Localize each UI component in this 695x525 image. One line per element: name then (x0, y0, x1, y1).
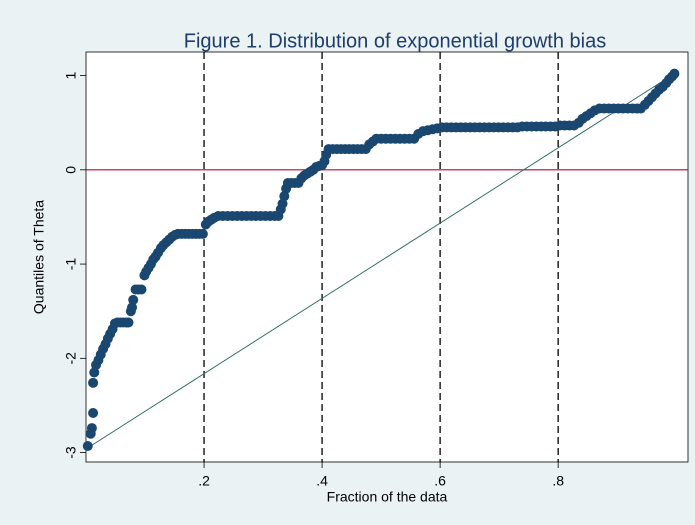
y-tick-label: -1 (63, 258, 79, 271)
data-point (128, 294, 139, 305)
y-tick-label: 1 (63, 71, 79, 79)
data-point (86, 423, 97, 434)
reference-line (87, 73, 675, 449)
data-point (127, 302, 138, 313)
data-point (669, 68, 680, 79)
x-tick-label: .6 (434, 473, 446, 489)
data-point (277, 198, 288, 209)
y-tick-label: -2 (63, 352, 79, 365)
data-point (88, 377, 99, 388)
data-point (197, 228, 208, 239)
data-point (123, 317, 134, 328)
data-point (89, 367, 100, 378)
x-tick-label: .2 (198, 473, 210, 489)
data-point (82, 440, 93, 451)
data-point (88, 407, 99, 418)
x-tick-label: .4 (316, 473, 328, 489)
data-point (136, 284, 147, 295)
chart-title: Figure 1. Distribution of exponential gr… (184, 30, 606, 52)
x-axis-title: Fraction of the data (327, 489, 448, 505)
y-tick-label: 0 (63, 166, 79, 174)
y-axis-title: Quantiles of Theta (31, 200, 47, 314)
x-tick-label: .8 (552, 473, 564, 489)
data-point (279, 191, 290, 202)
y-tick-label: -3 (63, 446, 79, 459)
